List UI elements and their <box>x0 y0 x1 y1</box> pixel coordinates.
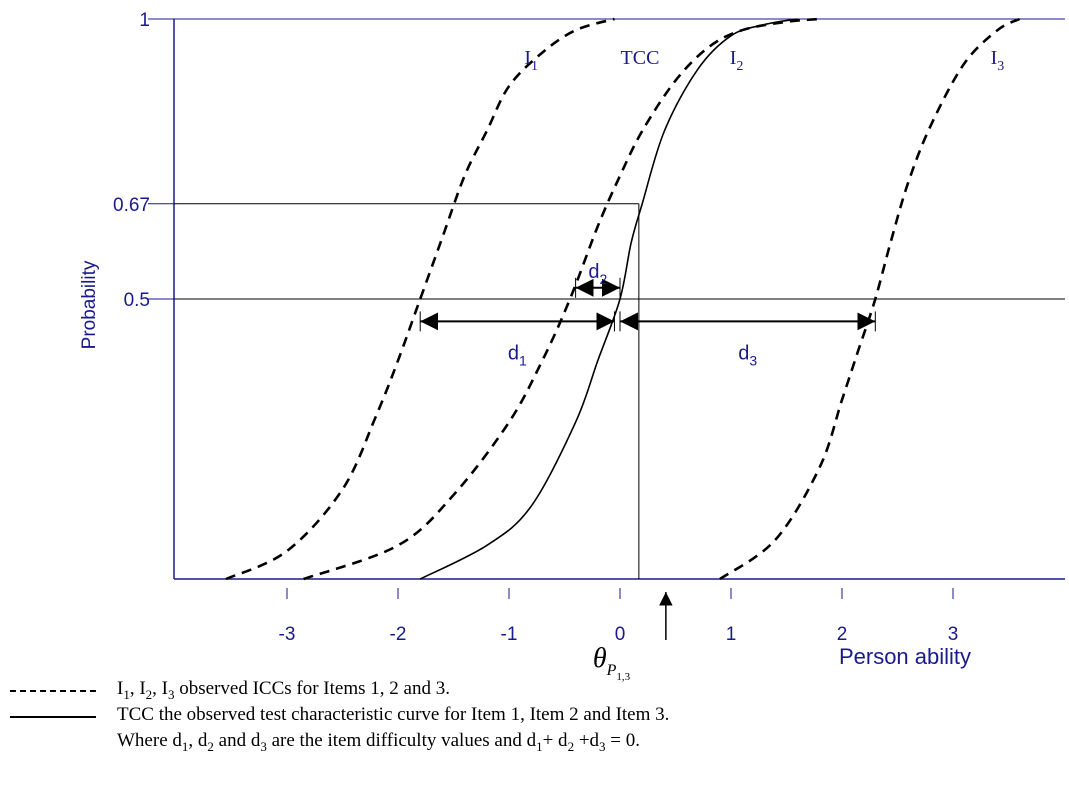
series-line-i2 <box>419 18 798 580</box>
x-tick-label-3: 0 <box>615 624 626 645</box>
curve-label-tcc: TCC <box>621 47 660 69</box>
curve-label-i1: I1 <box>524 47 538 74</box>
x-tick-label-2: -1 <box>501 624 518 645</box>
x-axis-title: Person ability <box>839 644 971 669</box>
x-tick-label-0: -3 <box>279 624 296 645</box>
legend-text-note: Where d1, d2 and d3 are the item difficu… <box>117 730 640 754</box>
legend-entry-tcc: TCC the observed test characteristic cur… <box>10 704 1060 728</box>
y-tick-label-1: 0.67 <box>113 195 150 216</box>
y-axis-title: Probability <box>79 260 100 349</box>
legend-text-tcc: TCC the observed test characteristic cur… <box>117 704 670 725</box>
y-tick-label-2: 1 <box>139 10 150 31</box>
curve-label-i2: I2 <box>730 47 744 74</box>
y-tick-label-0: 0.5 <box>124 290 150 311</box>
series-line-i1 <box>225 17 615 581</box>
series-line-i3 <box>719 17 1021 581</box>
legend-text-icc: I1, I2, I3 observed ICCs for Items 1, 2 … <box>117 678 450 702</box>
legend-note: Where d1, d2 and d3 are the item difficu… <box>10 730 1060 754</box>
series-line-tcc <box>303 17 820 581</box>
difficulty-label-d3: d3 <box>738 342 757 368</box>
x-tick-label-5: 2 <box>837 624 848 645</box>
legend-swatch-dashed <box>10 690 96 692</box>
x-tick-label-4: 1 <box>726 624 737 645</box>
legend-swatch-solid <box>10 716 96 718</box>
difficulty-label-d1: d1 <box>508 342 527 368</box>
x-tick-label-1: -2 <box>390 624 407 645</box>
theta-label: θP1,3 <box>593 643 631 683</box>
difficulty-label-d2: d2 <box>588 261 607 287</box>
x-tick-label-6: 3 <box>948 624 959 645</box>
curve-label-i3: I3 <box>991 47 1005 74</box>
legend-entry-icc: I1, I2, I3 observed ICCs for Items 1, 2 … <box>10 678 1060 702</box>
